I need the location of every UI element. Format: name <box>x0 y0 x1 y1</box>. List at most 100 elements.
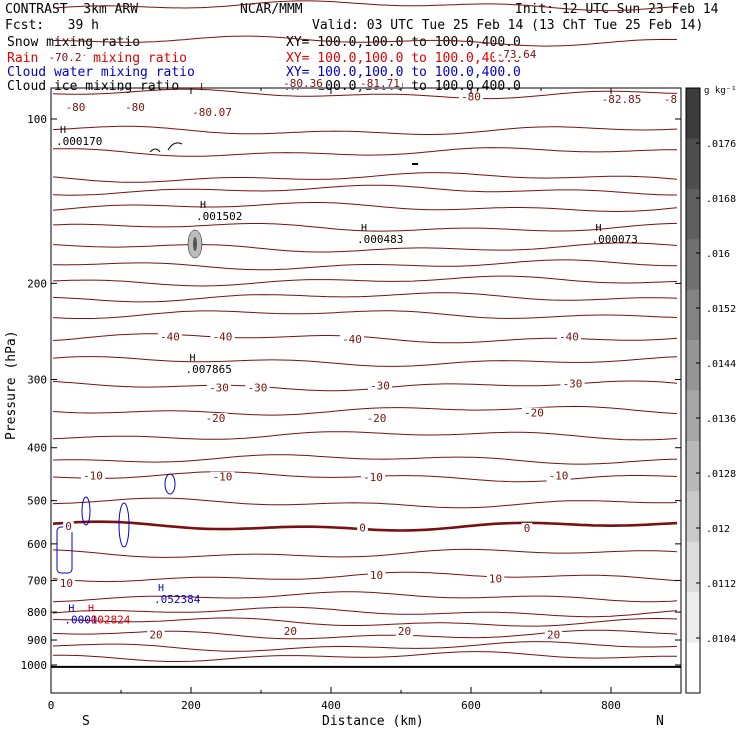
y-tick-label: 1000 <box>21 659 48 672</box>
contour-label-background <box>157 331 183 343</box>
colorbar-segment <box>686 138 700 190</box>
temperature-contour-line <box>52 356 678 367</box>
colorbar-tick-label: .0176 <box>706 139 736 150</box>
temperature-contour-line <box>52 571 678 583</box>
extremum-marker: H <box>158 583 164 594</box>
x-tick-label: 200 <box>181 699 201 712</box>
contour-label-background <box>367 569 386 581</box>
contour-label-background <box>458 91 484 103</box>
temperature-contour-line <box>52 310 678 319</box>
mixing-ratio-contours <box>56 142 418 574</box>
colorbar-tick-label: .0136 <box>706 414 736 425</box>
y-tick-label: 500 <box>27 495 47 508</box>
y-tick-label: 800 <box>27 606 47 619</box>
temperature-contour-line <box>52 242 678 253</box>
contour-label: -30 <box>209 381 229 394</box>
colorbar-segment <box>686 642 700 694</box>
temperature-contour-line <box>52 172 678 183</box>
y-tick-label: 700 <box>27 574 47 587</box>
temperature-contour-line <box>53 651 678 662</box>
field-xy-rain: XY= 100.0,100.0 to 100.0,400.0 <box>286 51 521 66</box>
contour-label-background <box>339 334 365 346</box>
contour-label-background <box>210 331 235 343</box>
contour-label: -80 <box>66 101 86 114</box>
cloud-ice-contour <box>149 148 161 153</box>
contour-label-background <box>57 577 76 589</box>
contour-label-background <box>245 382 270 394</box>
contour-label: -80 <box>461 91 481 104</box>
colorbar-tick-label: .016 <box>706 249 730 260</box>
snow-core <box>193 237 197 251</box>
extremum-marker: H <box>190 353 196 364</box>
colorbar-tick-label: .0144 <box>706 359 736 370</box>
x-tick-label: 0 <box>48 699 55 712</box>
contour-label-background <box>364 413 389 425</box>
contour-label: -10 <box>213 471 233 484</box>
contour-label: 10 <box>60 577 73 590</box>
contour-label: 10 <box>370 569 383 582</box>
temperature-contour-line <box>52 641 678 652</box>
contour-label-background <box>280 78 326 90</box>
contour-label: -10 <box>363 471 383 484</box>
contour-label-background <box>203 413 228 425</box>
extremum-value: .000483 <box>357 233 403 246</box>
contour-label: -73.64 <box>497 48 537 61</box>
temperature-contour-line <box>52 405 678 416</box>
colorbar-segment <box>686 340 700 391</box>
contour-label: 0 <box>524 522 531 535</box>
contour-label-background <box>63 521 74 533</box>
colorbar-segment <box>686 239 700 291</box>
temperature-contour-line <box>52 88 678 100</box>
extremum-marker: H <box>68 604 74 615</box>
contour-label: 0 <box>359 522 366 535</box>
temperature-contour-line <box>52 333 678 344</box>
colorbar-segment <box>686 88 700 139</box>
contour-label-background <box>486 573 505 585</box>
field-label-snow: Snow mixing ratio <box>7 35 141 50</box>
colorbar: .0176 .0168 .016 .0152 .0144 .0136 .0128 .012 .0… <box>685 87 736 694</box>
temperature-contour-line <box>52 497 678 509</box>
init-time: Init: 12 UTC Sun 23 Feb 14 <box>515 2 719 17</box>
colorbar-segment <box>686 491 700 543</box>
contour-label-background <box>395 625 414 637</box>
contour-labels: -70.2-80 -80 -80.07-80.36 -81.71-73.64-80 -8… <box>46 48 680 642</box>
temperature-contour-line <box>52 629 678 640</box>
cloud-ice-contour <box>167 142 183 151</box>
contour-label-background <box>210 471 235 483</box>
contour-label-background <box>599 94 644 106</box>
extremum-value: .001502 <box>196 210 242 223</box>
extremum-marker: H <box>60 125 66 136</box>
contour-label-background <box>546 470 571 482</box>
extremum-marker: H <box>361 223 367 234</box>
contour-label: -20 <box>524 407 544 420</box>
colorbar-frame <box>685 87 701 694</box>
forecast-hour: Fcst: 39 h <box>5 18 99 33</box>
colorbar-segment <box>686 289 700 341</box>
contour-label-background <box>494 48 539 60</box>
contour-label-background <box>560 378 585 390</box>
temperature-contour-line <box>52 275 678 287</box>
contour-label: -81.71 <box>360 77 400 90</box>
field-label-cloud-ice: Cloud ice mixing ratio <box>7 79 180 94</box>
contour-label: -40 <box>559 330 579 343</box>
colorbar-tick-label: .0104 <box>706 634 736 645</box>
contour-label-background <box>367 380 393 392</box>
y-tick-label: 400 <box>27 442 47 455</box>
temperature-contour-line <box>52 617 678 627</box>
temperature-contour-line <box>52 259 677 271</box>
contour-label-background <box>661 94 680 106</box>
y-tick-label: 200 <box>27 277 47 290</box>
temperature-contour-line <box>53 35 677 47</box>
organization: NCAR/MMM <box>240 2 303 17</box>
contour-label: -80.36 <box>283 77 323 90</box>
contour-label: -30 <box>248 381 268 394</box>
y-tick-label: 300 <box>27 374 47 387</box>
colorbar-segment <box>686 390 700 442</box>
contour-label: 20 <box>284 625 297 638</box>
colorbar-unit: g kg⁻¹ <box>704 86 737 96</box>
field-xy-cloud-water: XY= 100.0,100.0 to 100.0,400.0 <box>286 65 521 80</box>
contour-label-background <box>63 101 88 113</box>
contour-label-background <box>357 78 403 90</box>
temperature-contour-line <box>52 184 677 196</box>
